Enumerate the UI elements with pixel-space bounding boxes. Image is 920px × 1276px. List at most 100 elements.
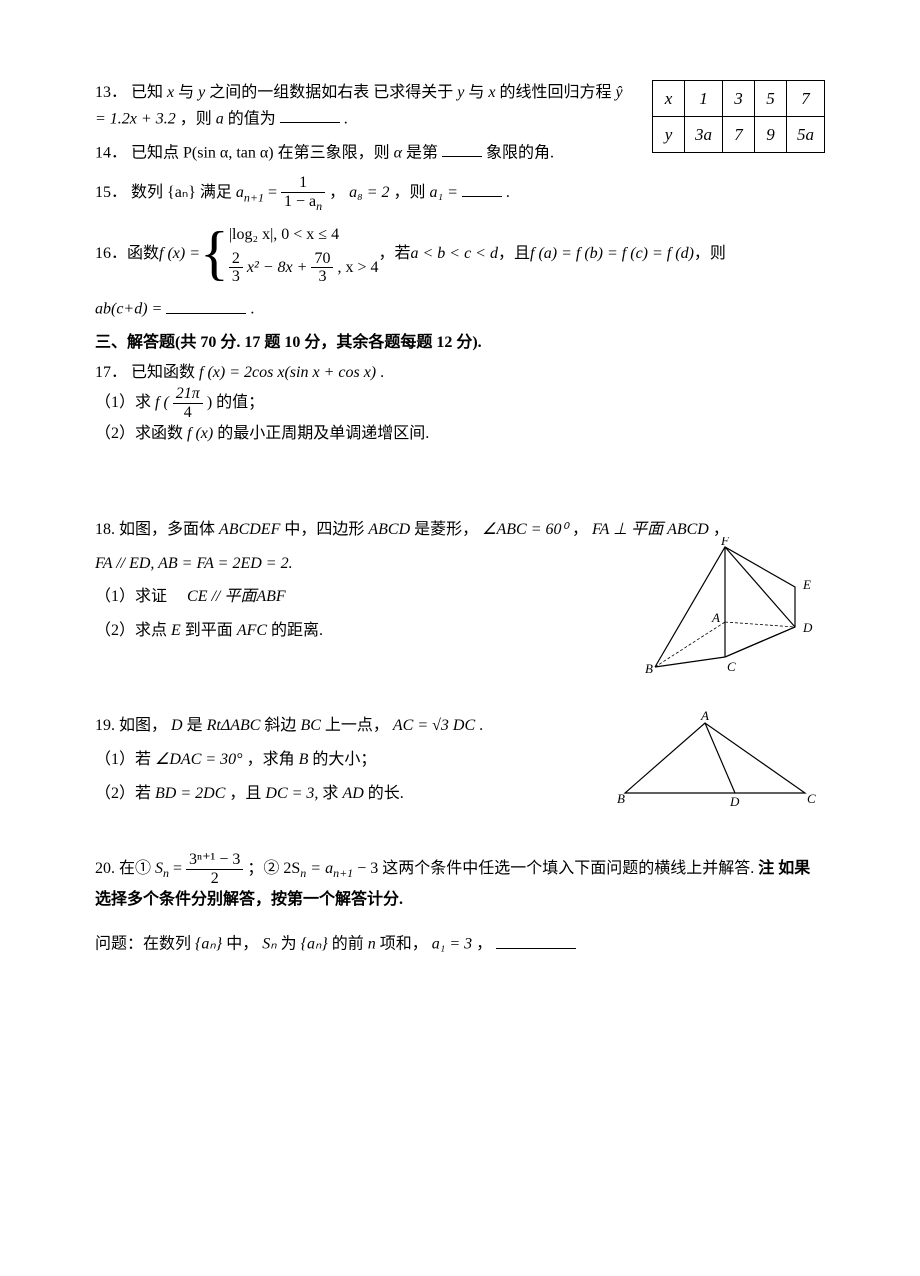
triangle-figure: A B C D <box>605 708 825 808</box>
rt: RtΔABC <box>207 717 261 734</box>
fx2: f (x) <box>187 425 213 442</box>
frac-21pi4: 21π 4 <box>173 385 203 421</box>
tx-3: 3 <box>723 81 755 117</box>
p1a: （1）若 <box>95 751 151 768</box>
t: ，若 <box>378 241 410 267</box>
piece-2: 23 x² − 8x + 703 , x > 4 <box>229 250 379 286</box>
d: 3 <box>229 268 243 286</box>
a1: a₁ = 3 <box>432 936 472 953</box>
t: . <box>344 110 348 127</box>
q19: A B C D 19. 如图， D 是 RtΔABC 斜边 BC 上一点， AC… <box>95 713 825 806</box>
p1a: （1）求 <box>95 394 151 411</box>
p2a: （2）求点 <box>95 622 167 639</box>
t: 与 <box>178 84 194 101</box>
p1b: 的值； <box>216 394 264 411</box>
abcd: ab(c+d) = <box>95 301 166 318</box>
q18-num: 18. <box>95 521 115 538</box>
Sn: Sₙ <box>262 936 276 953</box>
t: 数列 <box>131 184 163 201</box>
t: 的线性回归方程 <box>500 84 612 101</box>
p1b: ，求角 <box>247 751 295 768</box>
q15: 15． 数列 {aₙ} 满足 an+1 = 1 1 − an ， a₈ = 2 … <box>95 174 825 213</box>
eq2l: 2S <box>283 860 300 877</box>
t: ，且 <box>498 241 530 267</box>
svg-text:D: D <box>729 794 740 808</box>
q16: 16． 函数 f (x) = { |log₂ x|, 0 < x ≤ 4 23 … <box>95 221 825 322</box>
eq2r: − 3 <box>357 860 378 877</box>
BC: BC <box>300 717 320 734</box>
t: 的值为 <box>228 110 276 127</box>
Sn1: S <box>155 860 163 877</box>
n: 3ⁿ⁺¹ − 3 <box>186 851 243 870</box>
q15-num: 15． <box>95 184 127 201</box>
var-y: y <box>198 84 205 101</box>
svg-text:D: D <box>802 620 813 635</box>
f-close: ) <box>207 394 212 411</box>
t: ， <box>329 184 345 201</box>
eq: = <box>268 184 281 201</box>
f2: 703 <box>311 250 333 286</box>
eq2m: = a <box>310 860 333 877</box>
section-3-header: 三、解答题(共 70 分. 17 题 10 分，其余各题每题 12 分). <box>95 330 825 356</box>
t: 已知点 <box>131 144 179 161</box>
AD: AD <box>342 785 363 802</box>
svg-text:A: A <box>711 610 720 625</box>
t: . <box>479 717 483 734</box>
t: ，则 <box>694 241 726 267</box>
blank-15 <box>462 180 502 198</box>
t: 是第 <box>406 144 438 161</box>
p1a: （1）求证 <box>95 588 183 605</box>
angle: ∠ABC = 60⁰ <box>482 521 568 538</box>
n: n <box>368 936 376 953</box>
t: 之间的一组数据如右表 已求得关于 <box>209 84 453 101</box>
seq: {aₙ} <box>195 936 222 953</box>
d: 2 <box>186 870 243 888</box>
q19-num: 19. <box>95 717 115 734</box>
piece-1: |log₂ x|, 0 < x ≤ 4 <box>229 221 379 250</box>
perp: FA ⊥ 平面 ABCD <box>592 521 709 538</box>
quad: ABCD <box>368 521 410 538</box>
svg-text:E: E <box>802 577 811 592</box>
n: 2 <box>229 250 243 269</box>
ang: ∠DAC = 30° <box>155 751 243 768</box>
tail: , x > 4 <box>337 259 378 276</box>
qe: 项和， <box>380 936 428 953</box>
bd: BD = 2DC <box>155 785 225 802</box>
num: 1 <box>281 174 325 193</box>
p2b: 到平面 <box>185 622 233 639</box>
q20: 20. 在① Sn = 3ⁿ⁺¹ − 3 2 ；② 2Sn = an+1 − 3… <box>95 851 825 957</box>
tx-1: 1 <box>685 81 723 117</box>
qa: 问题：在数列 <box>95 936 191 953</box>
p2d: 的长. <box>368 785 404 802</box>
q16-num: 16． <box>95 241 127 267</box>
seq2: {aₙ} <box>301 936 328 953</box>
point-P: P(sin α, tan α) <box>183 144 274 161</box>
den-l: 1 − a <box>284 193 316 210</box>
p2c: 求 <box>322 785 338 802</box>
f-open: f ( <box>155 394 169 411</box>
svg-text:C: C <box>727 659 736 674</box>
p1b: CE // 平面ABF <box>187 588 286 605</box>
th-x: x <box>653 81 685 117</box>
p1c: 的大小； <box>312 751 376 768</box>
t: 中，四边形 <box>284 521 364 538</box>
den: 1 − an <box>281 193 325 213</box>
svg-text:B: B <box>617 791 625 806</box>
t: ， <box>572 521 588 538</box>
p2: （2）求函数 <box>95 425 183 442</box>
t: 这两个条件中任选一个填入下面问题的横线上并解答. <box>382 860 754 877</box>
den-sub: n <box>316 199 322 213</box>
t: 已知 <box>131 84 163 101</box>
t: . <box>506 184 510 201</box>
p2c: 的距离. <box>271 622 323 639</box>
D: D <box>171 717 183 734</box>
tx-5: 5 <box>755 81 787 117</box>
q17: 17． 已知函数 f (x) = 2cos x(sin x + cos x) .… <box>95 360 825 447</box>
q14: 14． 已知点 P(sin α, tan α) 在第三象限，则 α 是第 象限的… <box>95 140 825 166</box>
t: 已知函数 <box>131 364 195 381</box>
d: 4 <box>173 404 203 422</box>
qc: 为 <box>281 936 297 953</box>
ineq: a < b < c < d <box>410 241 498 267</box>
t: 满足 <box>200 184 232 201</box>
d: 3 <box>311 268 333 286</box>
